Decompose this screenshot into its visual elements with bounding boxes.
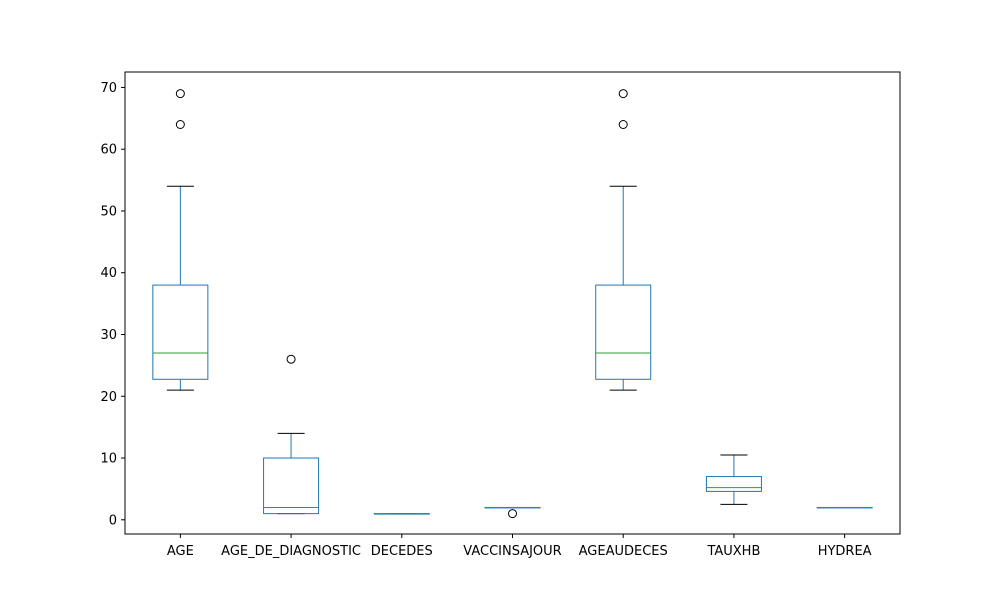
- x-tick-label: AGE_DE_DIAGNOSTIC: [221, 544, 361, 559]
- y-tick-label: 10: [100, 452, 117, 467]
- x-tick-label: TAUXHB: [706, 544, 760, 559]
- outlier-point: [175, 89, 185, 99]
- box-iqr: [705, 476, 762, 492]
- outlier-point: [618, 120, 628, 129]
- outlier-point: [508, 509, 517, 519]
- box-group-2: [373, 513, 430, 515]
- outlier-point: [286, 354, 296, 364]
- y-tick-label: 50: [100, 204, 117, 219]
- x-axis: AGE AGE_DE_DIAGNOSTIC DECEDES VACCINSAJOUR A…: [167, 534, 872, 559]
- y-tick-label: 30: [100, 328, 117, 343]
- y-axis: 0 10 20 30 40 50 60 70: [100, 81, 125, 528]
- box-group-4: [595, 89, 652, 391]
- y-tick-label: 60: [100, 143, 117, 158]
- box-group-3: [484, 506, 541, 519]
- box-iqr: [152, 284, 209, 380]
- y-tick-label: 0: [109, 513, 117, 528]
- x-tick-label: AGEAUDECES: [579, 544, 668, 559]
- y-tick-label: 20: [100, 390, 117, 405]
- y-tick-label: 70: [100, 81, 117, 96]
- box-group-5: [705, 454, 762, 505]
- x-tick-label: AGE: [167, 544, 194, 559]
- outlier-point: [175, 120, 185, 129]
- outlier-point: [618, 89, 628, 99]
- x-tick-label: VACCINSAJOUR: [463, 544, 561, 559]
- box-iqr: [263, 457, 320, 515]
- box-group-0: [152, 89, 209, 391]
- x-tick-label: HYDREA: [818, 544, 872, 559]
- box-group-1: [263, 354, 320, 515]
- y-tick-label: 40: [100, 266, 117, 281]
- plot-marks: [152, 89, 873, 519]
- box-iqr: [595, 284, 652, 380]
- box-group-6: [816, 506, 873, 509]
- x-tick-label: DECEDES: [371, 544, 433, 559]
- axes-frame: [124, 71, 901, 535]
